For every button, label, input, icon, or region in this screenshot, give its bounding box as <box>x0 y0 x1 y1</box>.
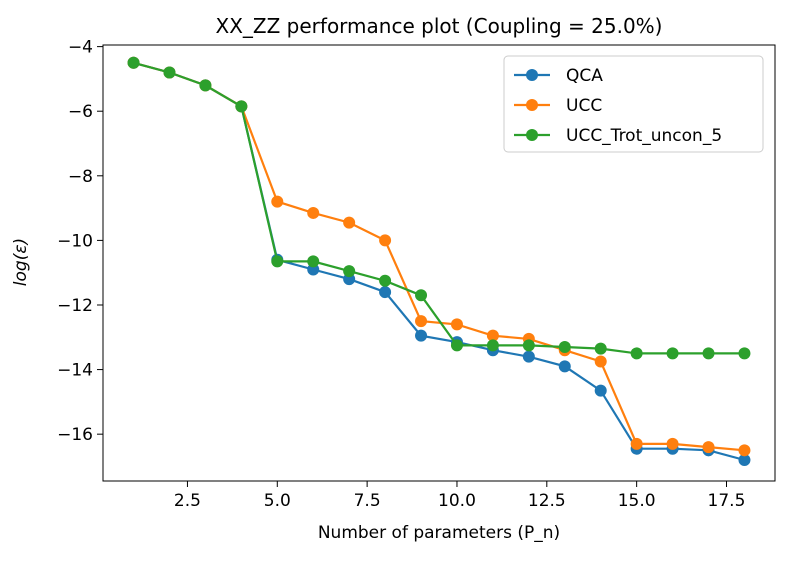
y-tick-label: −4 <box>68 38 93 58</box>
data-point <box>702 441 715 454</box>
y-tick-label: −6 <box>68 102 93 122</box>
x-tick-label: 2.5 <box>174 491 201 511</box>
data-point <box>486 339 499 352</box>
data-point <box>199 79 212 92</box>
data-point <box>522 350 535 363</box>
data-point <box>594 355 607 368</box>
legend-label: QCA <box>566 66 603 86</box>
legend-marker <box>526 129 538 141</box>
y-tick-label: −16 <box>57 425 93 445</box>
data-point <box>163 66 176 79</box>
data-point <box>450 339 463 352</box>
data-point <box>271 255 284 268</box>
data-point <box>379 234 392 247</box>
data-point <box>127 56 140 69</box>
y-tick-label: −14 <box>57 361 93 381</box>
data-point <box>702 347 715 360</box>
x-axis-label: Number of parameters (P_n) <box>318 523 560 543</box>
plot-frame <box>102 44 776 482</box>
data-point <box>630 437 643 450</box>
legend-marker <box>526 99 538 111</box>
data-point <box>558 340 571 353</box>
data-point <box>486 329 499 342</box>
y-tick-label: −12 <box>57 296 93 316</box>
y-axis-label: log(ε) <box>11 238 31 286</box>
data-point <box>558 360 571 373</box>
data-point <box>666 437 679 450</box>
data-point <box>666 347 679 360</box>
data-point <box>271 195 284 208</box>
chart-title: XX_ZZ performance plot (Coupling = 25.0%… <box>216 14 663 38</box>
plot-area: 2.5 5.0 7.5 10.0 12.5 15.0 17.5 −16 −14 −12 −10 −8 −… <box>57 38 776 511</box>
legend-box <box>503 55 764 153</box>
data-point <box>379 274 392 287</box>
data-point <box>415 315 428 328</box>
x-tick-label: 12.5 <box>528 491 566 511</box>
legend: QCA UCC UCC_Trot_uncon_5 <box>503 55 764 153</box>
x-tick-label: 7.5 <box>354 491 381 511</box>
data-point <box>594 384 607 397</box>
data-point <box>738 347 751 360</box>
x-tick-label: 15.0 <box>618 491 656 511</box>
data-point <box>379 286 392 299</box>
x-tick-label: 10.0 <box>438 491 476 511</box>
data-point <box>450 318 463 331</box>
legend-label: UCC_Trot_uncon_5 <box>566 126 722 146</box>
legend-label: UCC <box>566 96 602 116</box>
data-point <box>738 444 751 457</box>
data-point <box>343 216 356 229</box>
data-point <box>594 342 607 355</box>
data-point <box>307 255 320 268</box>
data-point <box>307 206 320 219</box>
data-point <box>415 289 428 302</box>
data-point <box>630 347 643 360</box>
data-point <box>343 265 356 278</box>
y-tick-label: −8 <box>68 167 93 187</box>
y-tick-label: −10 <box>57 231 93 251</box>
x-tick-label: 5.0 <box>264 491 291 511</box>
x-tick-label: 17.5 <box>708 491 746 511</box>
legend-marker <box>526 69 538 81</box>
data-point <box>738 454 751 467</box>
data-point <box>235 100 248 113</box>
data-point <box>522 339 535 352</box>
data-point <box>415 329 428 342</box>
